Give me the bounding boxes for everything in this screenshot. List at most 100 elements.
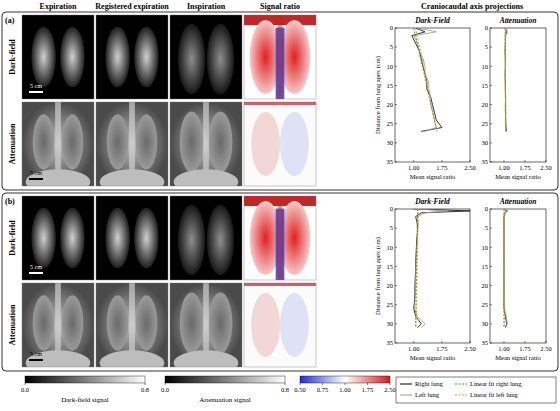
tick <box>490 323 492 324</box>
tick-label: 35 <box>387 339 394 346</box>
tick-label: 1.00 <box>498 345 509 352</box>
image <box>22 196 94 280</box>
column-header: Registered expiration <box>95 2 169 11</box>
lung <box>62 295 84 350</box>
ratio-lung <box>280 112 309 176</box>
row-label: Dark-field <box>8 220 17 256</box>
tick-label: 35 <box>387 158 394 165</box>
tick-label: 35 <box>482 339 489 346</box>
tick <box>490 247 492 248</box>
colorbar-title: Attenuation signal <box>199 396 251 404</box>
image <box>170 196 242 280</box>
lung <box>33 295 55 350</box>
series-line <box>414 28 437 131</box>
plot-frame <box>490 28 546 162</box>
lung <box>178 205 205 276</box>
tick <box>395 123 397 124</box>
tick-label: 1.00 <box>408 345 419 352</box>
tick <box>390 383 391 385</box>
tick <box>490 304 492 305</box>
tick-label: 0.75 <box>317 386 328 393</box>
colorbar <box>300 376 390 383</box>
legend-label: Left lung <box>415 391 440 398</box>
tick-label: 1.00 <box>339 386 350 393</box>
tick-label: 10 <box>387 63 394 70</box>
row-label: Attenuation <box>8 304 17 345</box>
scale-bar-label: 5 cm <box>30 170 42 176</box>
image-bg <box>22 196 94 280</box>
series-line <box>414 209 470 328</box>
tick-label: 0.50 <box>294 386 305 393</box>
lines <box>504 209 508 328</box>
tick-label: 0 <box>390 24 393 31</box>
lines <box>412 28 442 131</box>
image <box>22 102 94 186</box>
image-bg <box>244 15 316 99</box>
tick <box>25 383 26 385</box>
tick <box>395 304 397 305</box>
image-frame <box>22 196 94 280</box>
colorbar <box>165 376 285 383</box>
lung <box>107 295 129 350</box>
tick <box>322 383 323 385</box>
image <box>96 102 168 186</box>
tick <box>441 160 442 162</box>
series-line <box>412 28 442 131</box>
lung <box>180 112 204 173</box>
axis-title: Mean signal ratio <box>410 354 456 361</box>
plot-frame <box>395 28 470 162</box>
lung <box>107 114 129 169</box>
image-bg <box>96 196 168 280</box>
tick <box>525 160 526 162</box>
image-frame <box>96 102 168 186</box>
lung <box>209 112 233 173</box>
image-frame <box>22 15 94 99</box>
tick-label: 1.75 <box>519 345 530 352</box>
row-label: Dark-field <box>8 39 17 75</box>
tick-label: 0 <box>485 24 488 31</box>
image-frame <box>170 15 242 99</box>
tick-label: 30 <box>482 320 489 327</box>
image-frame <box>244 102 316 186</box>
image-frame <box>96 15 168 99</box>
column-header: Signal ratio <box>260 2 300 11</box>
lung <box>60 208 84 268</box>
ratio-lung <box>251 293 280 357</box>
tick-label: 10 <box>482 244 489 251</box>
tick <box>441 341 442 343</box>
tick-label: 1.00 <box>408 164 419 171</box>
tick-label: 5 <box>485 43 488 50</box>
tick <box>490 228 492 229</box>
image-frame <box>244 196 316 280</box>
image <box>244 196 316 280</box>
tick-label: 1.75 <box>436 164 447 171</box>
tick <box>490 266 492 267</box>
ratio-band <box>244 283 316 286</box>
chart: Attenuation051015202530351.001.752.50Mea… <box>482 197 552 361</box>
scale-bar <box>29 91 43 93</box>
tick-label: 30 <box>387 320 394 327</box>
lung <box>136 114 158 169</box>
tick <box>525 341 526 343</box>
tick-label: 20 <box>482 101 489 108</box>
abdomen <box>26 169 91 186</box>
tick-label: 20 <box>387 101 394 108</box>
ratio-center <box>278 204 282 280</box>
tick-label: 15 <box>387 82 394 89</box>
legend-label: Linear fit right lung <box>470 380 522 387</box>
lung <box>207 205 234 276</box>
abdomen <box>26 350 91 367</box>
lung <box>180 293 204 354</box>
column-header: Inspiration <box>187 2 226 11</box>
column-header: Expiration <box>40 2 77 11</box>
lung <box>105 208 129 268</box>
image <box>22 15 94 99</box>
lines <box>505 28 507 131</box>
lung <box>33 114 55 169</box>
series-line <box>504 209 505 328</box>
tick-label: 25 <box>387 301 394 308</box>
tick-label: 0 <box>390 205 393 212</box>
tick <box>395 66 397 67</box>
tick <box>490 123 492 124</box>
colorbar-title: Dark-field signal <box>61 396 109 404</box>
